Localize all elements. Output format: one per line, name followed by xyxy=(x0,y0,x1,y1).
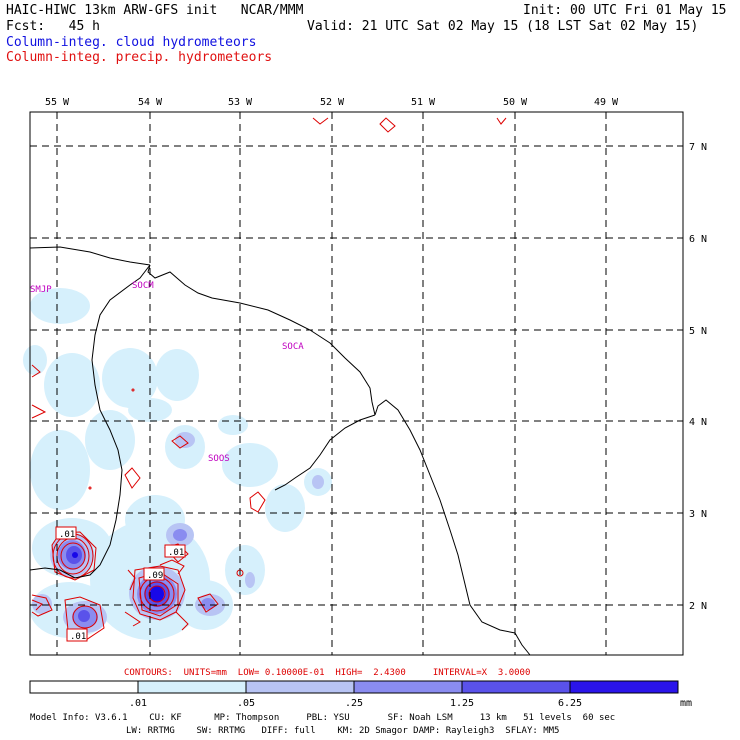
contour-label: .01 xyxy=(70,632,86,642)
lat-label: 6 N xyxy=(689,234,707,245)
contours-info: CONTOURS: UNITS=mm LOW= 0.10000E-01 HIGH… xyxy=(124,668,531,678)
lon-label: 53 W xyxy=(228,97,253,108)
colorbar-tick: .01 xyxy=(129,698,147,709)
lat-label: 7 N xyxy=(689,142,707,153)
lon-label: 52 W xyxy=(320,97,345,108)
lat-label: 2 N xyxy=(689,601,707,612)
lat-lon-grid xyxy=(30,112,683,655)
lon-label: 55 W xyxy=(45,97,70,108)
model-title: HAIC-HIWC 13km ARW-GFS init NCAR/MMM xyxy=(6,3,304,18)
model-info-line2: LW: RRTMG SW: RRTMG DIFF: full KM: 2D Sm… xyxy=(126,726,560,736)
lon-label: 50 W xyxy=(503,97,528,108)
colorbar xyxy=(29,680,679,694)
lon-label: 49 W xyxy=(594,97,619,108)
field-precip-hydrometeors: Column-integ. precip. hydrometeors xyxy=(6,50,273,65)
model-info-line1: Model Info: V3.6.1 CU: KF MP: Thompson P… xyxy=(30,713,616,723)
station-label: SMJP xyxy=(30,285,52,295)
cloud-shading xyxy=(23,288,332,640)
colorbar-tick: .05 xyxy=(237,698,255,709)
lat-label: 4 N xyxy=(689,417,707,428)
lon-label: 51 W xyxy=(411,97,436,108)
map-frame xyxy=(29,111,684,656)
init-time: Init: 00 UTC Fri 01 May 15 xyxy=(523,3,727,18)
colorbar-units: mm xyxy=(680,698,692,709)
station-label: SOOS xyxy=(208,454,230,464)
forecast-hour: Fcst: 45 h xyxy=(6,19,100,34)
contour-label-boxes xyxy=(55,526,186,642)
contour-label: .09 xyxy=(147,571,163,581)
contour-label: .01 xyxy=(168,548,184,558)
colorbar-tick: 1.25 xyxy=(450,698,474,709)
contour-label: .01 xyxy=(59,530,75,540)
station-label: SOCA xyxy=(282,342,304,352)
station-label: SOCM xyxy=(132,281,154,291)
valid-time: Valid: 21 UTC Sat 02 May 15 (18 LST Sat … xyxy=(307,19,699,34)
field-cloud-hydrometeors: Column-integ. cloud hydrometeors xyxy=(6,35,257,50)
coastline xyxy=(29,246,531,656)
lat-label: 3 N xyxy=(689,509,707,520)
colorbar-tick: .25 xyxy=(345,698,363,709)
colorbar-tick: 6.25 xyxy=(558,698,582,709)
lon-label: 54 W xyxy=(138,97,163,108)
lat-label: 5 N xyxy=(689,326,707,337)
